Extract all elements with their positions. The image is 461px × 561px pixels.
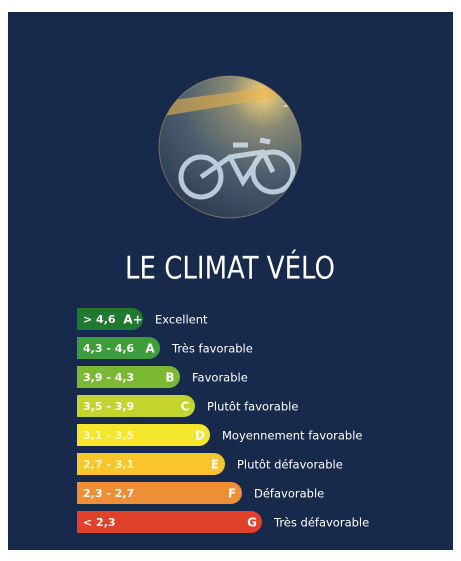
- range-label: 2,3 - 2,7: [83, 487, 134, 500]
- grade-letter: G: [247, 516, 257, 530]
- grade-letter: A: [145, 342, 155, 356]
- range-label: 3,1 - 3,5: [83, 429, 134, 442]
- grade-letter: E: [211, 458, 219, 472]
- grade-letter: A+: [123, 313, 142, 327]
- infographic: LE CLIMAT VÉLO > 4,6 A+ Excellent 4,3 - 4,6…: [8, 12, 453, 550]
- grade-letter: D: [195, 429, 205, 443]
- range-label: 3,9 - 4,3: [83, 371, 134, 384]
- grade-description: Plutôt défavorable: [237, 458, 343, 472]
- grade-letter: B: [165, 371, 174, 385]
- photo: [158, 72, 308, 222]
- range-label: < 2,3: [83, 516, 116, 529]
- grade-description: Très favorable: [171, 342, 253, 356]
- grade-description: Très défavorable: [273, 516, 369, 530]
- range-label: 2,7 - 3,1: [83, 458, 134, 471]
- range-label: 4,3 - 4,6: [83, 342, 135, 355]
- grade-letter: F: [228, 487, 236, 501]
- grade-description: Excellent: [155, 313, 208, 327]
- range-label: > 4,6: [83, 313, 116, 326]
- range-label: 3,5 - 3,9: [83, 400, 134, 413]
- grade-description: Moyennement favorable: [222, 429, 363, 443]
- grade-description: Plutôt favorable: [207, 400, 298, 414]
- title: LE CLIMAT VÉLO: [125, 251, 335, 287]
- panel: LE CLIMAT VÉLO > 4,6 A+ Excellent 4,3 - 4,6…: [8, 12, 453, 550]
- grade-description: Défavorable: [254, 487, 324, 501]
- grade-description: Favorable: [192, 371, 248, 385]
- grade-letter: C: [181, 400, 190, 414]
- page: {"title": "LE CLIMAT VÉLO", "scale": [ {…: [0, 0, 461, 561]
